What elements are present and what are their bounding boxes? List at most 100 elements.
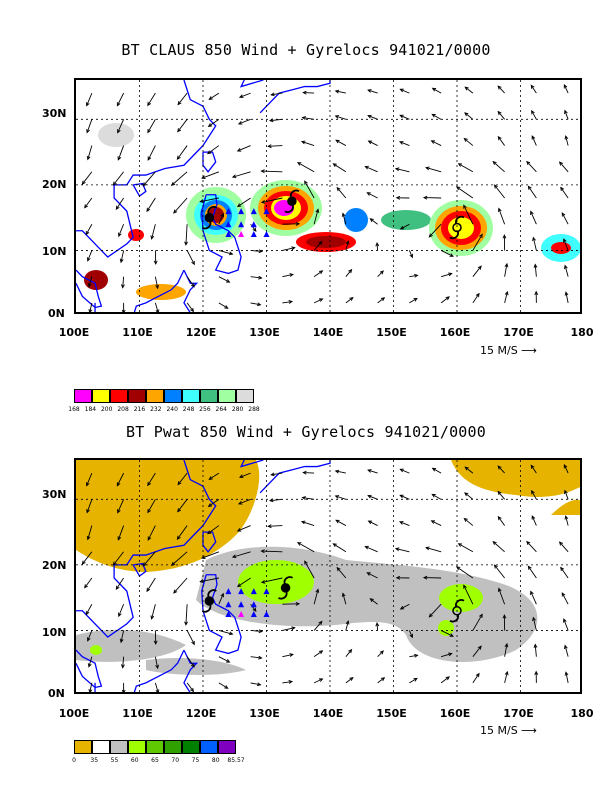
wind-arrow [395, 195, 410, 200]
wind-arrow [177, 92, 188, 106]
triangle-marker-icon [238, 611, 245, 618]
p1-scale-label: 15 M/S ⟶ [480, 344, 537, 357]
triangle-marker-icon [238, 588, 245, 595]
wind-arrow [558, 161, 569, 173]
wind-arrow [377, 650, 384, 657]
wind-arrow [142, 551, 156, 567]
p1-lon-label: 160E [439, 326, 471, 339]
wind-arrow [431, 87, 442, 94]
claus-colorbar-label: 280 [231, 406, 244, 413]
wind-arrow [335, 519, 347, 526]
wind-arrow [369, 598, 378, 605]
coast-segment-6 [76, 269, 103, 309]
wind-arrow [563, 463, 569, 474]
wind-arrow [85, 92, 93, 107]
wind-arrow [472, 613, 483, 631]
wind-arrow [399, 521, 410, 526]
wind-arrow [440, 250, 454, 257]
wind-arrow [497, 515, 505, 526]
wind-arrow [464, 86, 474, 94]
wind-arrow [377, 297, 386, 304]
wind-arrow [267, 144, 283, 149]
claus-colorbar-swatch [128, 389, 146, 403]
triangle-marker-icon [238, 221, 245, 228]
wind-arrow [236, 577, 251, 588]
wind-arrow [431, 113, 442, 120]
wind-arrow [176, 525, 188, 540]
p2-lon-label: 100E [58, 707, 90, 720]
wind-arrow [345, 240, 350, 251]
wind-arrow [336, 186, 347, 199]
panel2-title: BT Pwat 850 Wind + Gyrelocs 941021/0000 [126, 423, 486, 441]
p2-lon-label: 120E [185, 707, 217, 720]
p2-lon-label: 160E [439, 707, 471, 720]
wind-arrow [563, 264, 569, 277]
coastline [76, 80, 331, 312]
pwat-map-panel [74, 458, 582, 694]
wind-arrow [250, 249, 264, 254]
wind-arrow [116, 472, 125, 487]
wind-arrow [147, 92, 156, 107]
claus-colorbar-label: 216 [133, 406, 146, 413]
wind-arrow [341, 592, 347, 605]
wind-arrow [173, 197, 188, 214]
wind-arrow [302, 470, 315, 475]
wind-arrow [334, 89, 346, 94]
coast-segment-2 [202, 151, 217, 173]
wind-arrow [86, 525, 93, 541]
wind-arrow [304, 180, 315, 199]
p2-lon-label: 130E [249, 707, 280, 720]
claus-colorbar-swatch [146, 389, 164, 403]
wind-arrow [534, 290, 539, 303]
p2-lon-label: 110E [122, 707, 153, 720]
wind-arrow [364, 165, 378, 173]
wind-arrow [366, 572, 378, 579]
coast-segment-1 [132, 562, 147, 577]
wind-arrow [186, 656, 195, 668]
pwat-colorbar-swatch [182, 740, 200, 754]
wind-arrow [497, 465, 505, 474]
claus-colorbar-label: 264 [215, 406, 227, 413]
wind-arrow [440, 652, 453, 658]
wind-arrow [341, 212, 347, 225]
pwat-colorbar-label: 60 [130, 757, 139, 764]
wind-arrow [457, 543, 474, 553]
wind-arrow [493, 184, 505, 199]
wind-arrow [472, 265, 482, 277]
wind-arrow [504, 262, 509, 277]
wind-arrow [377, 270, 384, 277]
wind-arrow [282, 273, 294, 278]
typhoon-symbol-icon [278, 576, 294, 600]
wind-arrow [154, 682, 160, 692]
cyclone-symbols [201, 189, 465, 240]
triangle-marker-icon [263, 611, 270, 618]
pwat-colorbar-label: 85.57 [227, 757, 245, 764]
triangle-marker-icon [225, 588, 232, 595]
wind-arrow [345, 676, 354, 684]
wind-arrow [561, 592, 569, 605]
wind-arrow [218, 276, 231, 283]
wind-arrow [218, 630, 234, 636]
wind-arrow [282, 626, 296, 631]
wind-arrow [531, 109, 537, 120]
wind-arrow [399, 141, 410, 146]
wind-arrow [177, 119, 188, 133]
wind-arrow [153, 630, 158, 645]
pwat-map-svg [76, 460, 580, 692]
grid-lines [76, 460, 580, 692]
coast-segment-2 [202, 531, 217, 553]
wind-arrow [558, 541, 569, 553]
wind-arrow [236, 525, 251, 532]
p1-lat-20n: 20N [42, 178, 67, 191]
pwat-colorbar-label: 70 [171, 757, 180, 764]
wind-arrow [430, 520, 442, 526]
wind-arrow [334, 495, 347, 500]
wind-arrow [84, 577, 93, 589]
wind-arrow [430, 140, 442, 146]
wind-arrow [260, 169, 283, 174]
cloud-top-field [84, 123, 580, 300]
wind-arrow [399, 114, 410, 120]
wind-arrow [282, 680, 294, 684]
pwat-colorbar-swatch [200, 740, 218, 754]
p1-lat-10n: 10N [42, 245, 67, 258]
